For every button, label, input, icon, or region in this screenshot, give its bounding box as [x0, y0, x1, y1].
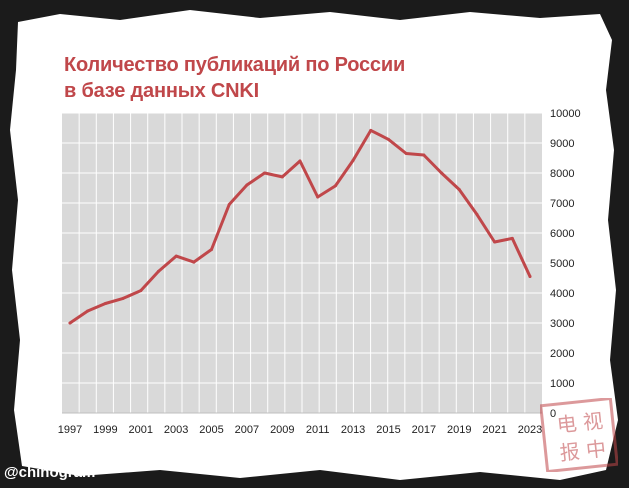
- data-point: [369, 128, 373, 132]
- x-tick-label: 2015: [376, 424, 400, 436]
- data-point: [68, 321, 72, 325]
- y-tick-label: 5000: [550, 258, 574, 270]
- y-tick-label: 3000: [550, 318, 574, 330]
- chart-title-line-2: в базе данных CNKI: [64, 80, 259, 102]
- data-point: [121, 296, 125, 300]
- y-tick-label: 8000: [550, 168, 574, 180]
- data-points: [68, 128, 532, 325]
- data-point: [440, 171, 444, 175]
- stamp-seal: 电 视 报 中: [540, 398, 618, 472]
- y-tick-label: 10000: [550, 108, 581, 120]
- x-tick-label: 2017: [412, 424, 436, 436]
- data-point: [422, 153, 426, 157]
- y-tick-label: 1000: [550, 378, 574, 390]
- data-point: [475, 212, 479, 216]
- y-tick-label: 0: [550, 408, 556, 420]
- x-tick-label: 1997: [58, 424, 82, 436]
- data-point: [316, 195, 320, 199]
- x-tick-label: 2003: [164, 424, 188, 436]
- x-tick-label: 2009: [270, 424, 294, 436]
- data-point: [280, 175, 284, 179]
- watermark-handle: @chinogram: [4, 464, 96, 481]
- data-point: [263, 171, 267, 175]
- x-tick-label: 2023: [518, 424, 542, 436]
- x-tick-label: 2013: [341, 424, 365, 436]
- y-tick-label: 7000: [550, 198, 574, 210]
- svg-text:报 中: 报 中: [559, 436, 608, 465]
- data-point: [192, 260, 196, 264]
- y-tick-label: 4000: [550, 288, 574, 300]
- data-point: [528, 275, 532, 278]
- data-point: [457, 188, 461, 191]
- data-point: [351, 158, 355, 162]
- x-tick-label: 2001: [129, 424, 153, 436]
- chart-title-line-1: Количество публикаций по России: [64, 54, 406, 76]
- data-point: [103, 302, 107, 305]
- data-point: [174, 254, 178, 258]
- data-point: [510, 236, 514, 240]
- y-tick-label: 2000: [550, 348, 574, 360]
- data-point: [245, 183, 249, 187]
- svg-text:电 视: 电 视: [556, 408, 605, 437]
- data-point: [210, 248, 214, 251]
- data-point: [404, 152, 408, 155]
- data-point: [333, 184, 337, 188]
- x-tick-labels: 1997 1999 2001 2003 2005 2007 2009 2011 2013 2015…: [58, 424, 542, 436]
- y-tick-label: 9000: [550, 138, 574, 150]
- x-tick-label: 2005: [199, 424, 223, 436]
- y-tick-labels: 0 1000 2000 3000 4000 5000 6000 7000 8000 9000 100…: [550, 108, 581, 420]
- data-point: [298, 159, 302, 163]
- x-tick-label: 2021: [482, 424, 506, 436]
- data-point: [139, 289, 143, 293]
- x-tick-label: 2011: [306, 424, 330, 436]
- x-tick-label: 2007: [235, 424, 259, 436]
- data-point: [156, 269, 160, 273]
- data-point: [86, 309, 90, 313]
- x-tick-label: 1999: [93, 424, 117, 436]
- y-tick-label: 6000: [550, 228, 574, 240]
- x-tick-label: 2019: [447, 424, 471, 436]
- data-point: [493, 240, 497, 244]
- data-point: [386, 137, 390, 141]
- data-point: [227, 203, 231, 206]
- horizontal-gridlines: [62, 112, 542, 414]
